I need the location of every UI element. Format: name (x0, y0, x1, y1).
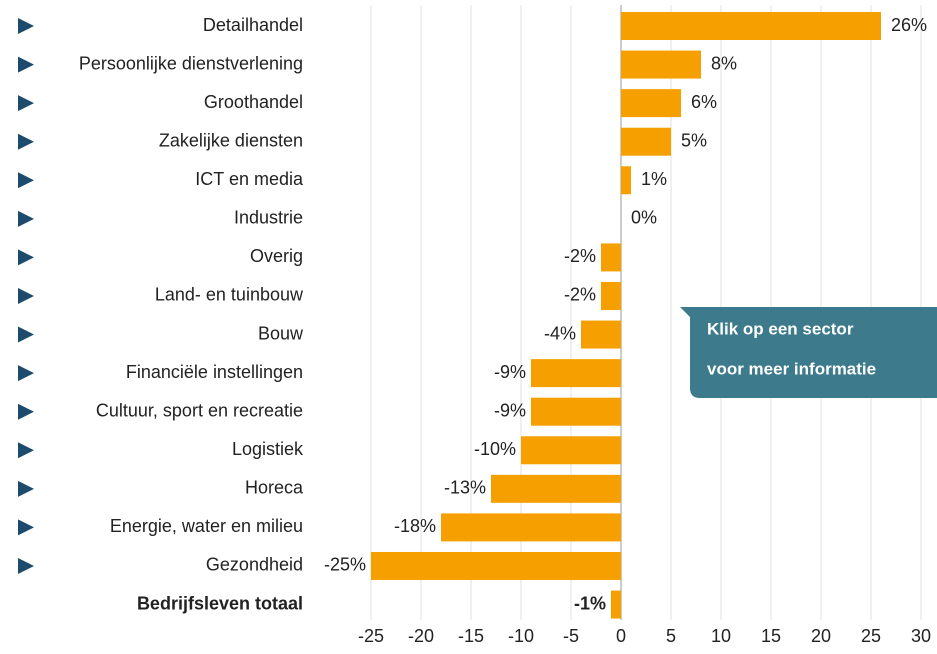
callout-text: voor meer informatie (707, 359, 876, 378)
value-label: 5% (681, 130, 707, 150)
bar[interactable] (601, 243, 621, 272)
marks (371, 12, 881, 619)
category-label[interactable]: Persoonlijke dienstverlening (79, 53, 303, 73)
expand-arrow[interactable] (18, 18, 34, 34)
category-label[interactable]: Financiële instellingen (126, 362, 303, 382)
bar[interactable] (621, 127, 671, 156)
expand-arrow[interactable] (18, 480, 34, 497)
x-tick-label: 0 (616, 626, 626, 646)
value-label: 6% (691, 92, 717, 112)
category-label[interactable]: Gezondheid (206, 555, 303, 575)
x-tick-label: -15 (458, 626, 484, 646)
x-tick-label: -5 (563, 626, 579, 646)
value-label: 0% (631, 208, 657, 228)
value-label: 1% (641, 169, 667, 189)
category-label[interactable]: Detailhandel (203, 15, 303, 35)
expand-arrow[interactable] (18, 326, 34, 343)
category-label[interactable]: Zakelijke diensten (159, 130, 303, 150)
value-label: -25% (324, 555, 366, 575)
expand-arrow[interactable] (18, 403, 34, 420)
category-label[interactable]: Groothandel (204, 92, 303, 112)
expand-arrow[interactable] (18, 365, 34, 382)
value-label: -10% (474, 439, 516, 459)
category-label[interactable]: ICT en media (195, 169, 304, 189)
bar[interactable] (371, 551, 621, 580)
category-label[interactable]: Energie, water en milieu (110, 516, 303, 536)
category-label[interactable]: Bouw (258, 323, 304, 343)
expand-arrow[interactable] (18, 287, 34, 304)
category-label[interactable]: Cultuur, sport en recreatie (96, 400, 303, 420)
expand-arrow[interactable] (18, 172, 34, 189)
category-label[interactable]: Land- en tuinbouw (155, 285, 304, 305)
value-label: 8% (711, 53, 737, 73)
expand-arrow[interactable] (18, 95, 34, 112)
expand-arrow[interactable] (18, 519, 34, 536)
bar[interactable] (621, 89, 681, 118)
value-label: -18% (394, 516, 436, 536)
bar[interactable] (521, 436, 621, 465)
expand-arrow[interactable] (18, 133, 34, 150)
expand-arrow[interactable] (18, 56, 34, 73)
x-tick-label: 30 (911, 626, 931, 646)
x-tick-label: 5 (666, 626, 676, 646)
bar[interactable] (531, 359, 621, 388)
x-tick-label: 25 (861, 626, 881, 646)
expand-arrow[interactable] (18, 557, 34, 574)
callout-box (680, 307, 937, 398)
bar[interactable] (621, 166, 631, 195)
category-label[interactable]: Overig (250, 246, 303, 266)
bar[interactable] (621, 50, 701, 79)
expand-arrow[interactable] (18, 210, 34, 227)
bar[interactable] (621, 12, 881, 40)
bar[interactable] (581, 320, 621, 349)
total-label: Bedrijfsleven totaal (137, 593, 303, 613)
bar[interactable] (601, 281, 621, 310)
value-label: -9% (494, 362, 526, 382)
x-tick-label: 10 (711, 626, 731, 646)
category-label[interactable]: Horeca (245, 478, 304, 498)
x-tick-label: -10 (508, 626, 534, 646)
value-label: -2% (564, 285, 596, 305)
bar[interactable] (491, 474, 621, 503)
value-label: -1% (574, 593, 606, 613)
category-label[interactable]: Industrie (234, 208, 303, 228)
expand-arrow[interactable] (18, 442, 34, 459)
value-label: -13% (444, 478, 486, 498)
x-tick-label: 15 (761, 626, 781, 646)
x-tick-label: -25 (358, 626, 384, 646)
value-label: 26% (891, 15, 927, 35)
bar[interactable] (531, 397, 621, 426)
callout-text: Klik op een sector (707, 319, 854, 338)
bar (611, 590, 621, 619)
value-label: -9% (494, 400, 526, 420)
category-label[interactable]: Logistiek (232, 439, 304, 459)
value-label: -4% (544, 323, 576, 343)
value-label: -2% (564, 246, 596, 266)
expand-arrow[interactable] (18, 249, 34, 266)
x-tick-label: -20 (408, 626, 434, 646)
bar[interactable] (441, 513, 621, 542)
x-tick-label: 20 (811, 626, 831, 646)
